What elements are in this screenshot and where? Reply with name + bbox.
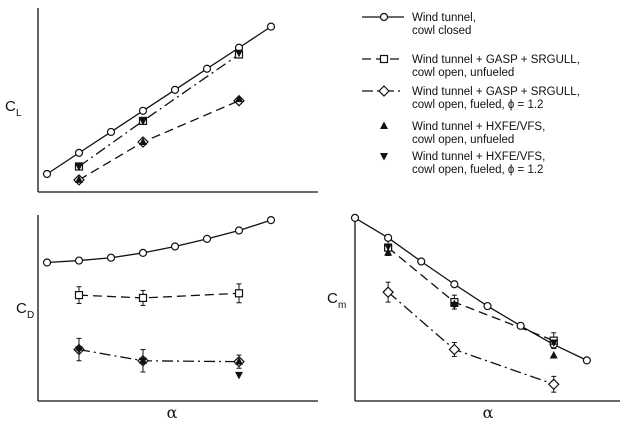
open-circle-marker bbox=[516, 321, 525, 330]
legend-label: Wind tunnel, bbox=[412, 12, 476, 24]
filled-triangle-down-marker bbox=[380, 153, 388, 161]
legend-symbol-open-circle bbox=[362, 12, 404, 22]
cd-series-line bbox=[46, 219, 272, 264]
legend-entry: Wind tunnel + HXFE/VFS, cowl open, fuele… bbox=[380, 151, 545, 176]
open-circle-marker bbox=[202, 64, 212, 73]
filled-triangle-up-marker bbox=[380, 121, 388, 129]
legend-entry: Wind tunnel, cowl closed bbox=[362, 12, 476, 37]
open-diamond-marker bbox=[382, 286, 394, 298]
filled-triangle-down-marker bbox=[139, 357, 147, 366]
panel-cd: C D α bbox=[16, 215, 318, 421]
open-circle-marker bbox=[234, 226, 244, 235]
open-circle-marker bbox=[74, 148, 84, 157]
open-diamond-marker bbox=[547, 378, 560, 391]
legend-label: Wind tunnel + GASP + SRGULL, bbox=[412, 54, 580, 66]
open-circle-marker bbox=[266, 22, 276, 31]
legend-label: Wind tunnel + HXFE/VFS, bbox=[412, 121, 545, 133]
legend-entry: Wind tunnel + GASP + SRGULL, cowl open, … bbox=[362, 54, 580, 79]
cl-series-line bbox=[46, 26, 272, 175]
cm-ylabel: C bbox=[327, 290, 338, 307]
cm-series-line bbox=[387, 291, 554, 385]
open-square-marker bbox=[379, 54, 389, 64]
open-circle-marker bbox=[350, 213, 360, 222]
open-square-marker bbox=[138, 293, 148, 303]
legend-label: cowl open, unfueled bbox=[412, 67, 514, 79]
legend-entry: Wind tunnel + GASP + SRGULL, cowl open, … bbox=[362, 85, 580, 111]
filled-triangle-up-marker bbox=[549, 351, 558, 359]
open-diamond-marker bbox=[448, 343, 461, 356]
legend-label: cowl closed bbox=[412, 25, 471, 37]
open-circle-marker bbox=[170, 242, 180, 251]
filled-triangle-down-marker bbox=[450, 301, 459, 310]
filled-triangle-down-marker bbox=[549, 339, 558, 348]
legend-symbol-filled-triangle-down bbox=[380, 153, 388, 161]
filled-triangle-up-marker bbox=[235, 357, 243, 365]
open-square-marker bbox=[234, 289, 244, 298]
filled-triangle-up-marker bbox=[75, 175, 83, 183]
legend-symbol-open-square bbox=[362, 54, 404, 64]
cl-series-line bbox=[78, 100, 240, 181]
open-square-marker bbox=[74, 290, 84, 300]
open-circle-marker bbox=[450, 280, 459, 289]
open-circle-marker bbox=[483, 301, 492, 311]
open-circle-marker bbox=[417, 257, 426, 266]
filled-triangle-down-marker bbox=[75, 163, 83, 171]
cd-ylabel-sub: D bbox=[27, 310, 34, 321]
cd-marks bbox=[42, 216, 276, 380]
cd-xlabel: α bbox=[167, 403, 178, 421]
filled-triangle-down-marker bbox=[384, 243, 393, 252]
filled-triangle-down-marker bbox=[139, 117, 147, 126]
open-circle-marker bbox=[138, 248, 148, 258]
legend-label: Wind tunnel + HXFE/VFS, bbox=[412, 151, 545, 163]
open-circle-marker bbox=[106, 253, 116, 262]
cd-ylabel: C bbox=[16, 300, 27, 317]
open-circle-marker bbox=[384, 233, 393, 242]
cd-series-line bbox=[78, 348, 240, 363]
open-circle-marker bbox=[138, 106, 148, 115]
cd-series-line bbox=[78, 292, 240, 299]
panel-cl: C L bbox=[5, 8, 318, 193]
open-circle-marker bbox=[42, 258, 52, 267]
cm-xlabel: α bbox=[483, 403, 494, 421]
cl-series-line bbox=[78, 53, 240, 168]
cm-ylabel-sub: m bbox=[338, 300, 346, 311]
open-circle-marker bbox=[379, 12, 389, 22]
open-circle-marker bbox=[74, 256, 84, 265]
legend-entry: Wind tunnel + HXFE/VFS, cowl open, unfue… bbox=[380, 121, 545, 146]
cm-marks bbox=[350, 213, 591, 393]
legend: Wind tunnel, cowl closed Wind tunnel + G… bbox=[362, 12, 580, 176]
panel-cm: C m α bbox=[327, 213, 620, 421]
legend-symbol-filled-triangle-up bbox=[380, 121, 388, 129]
filled-triangle-down-marker bbox=[75, 346, 83, 355]
filled-triangle-up-marker bbox=[384, 248, 393, 256]
cm-series-line bbox=[354, 217, 588, 361]
filled-triangle-up-marker bbox=[139, 137, 147, 145]
open-circle-marker bbox=[202, 234, 212, 243]
legend-label: cowl open, fueled, ϕ = 1.2 bbox=[412, 164, 543, 176]
open-diamond-marker bbox=[378, 85, 390, 97]
open-circle-marker bbox=[42, 169, 52, 179]
legend-label: cowl open, unfueled bbox=[412, 134, 514, 146]
legend-symbol-open-diamond bbox=[362, 85, 404, 97]
filled-triangle-up-marker bbox=[235, 94, 243, 103]
filled-triangle-down-marker bbox=[235, 371, 243, 380]
legend-label: cowl open, fueled, ϕ = 1.2 bbox=[412, 99, 543, 111]
cl-marks bbox=[42, 22, 276, 186]
cl-ylabel: C bbox=[5, 98, 16, 115]
legend-label: Wind tunnel + GASP + SRGULL, bbox=[412, 86, 580, 98]
open-circle-marker bbox=[582, 356, 591, 365]
open-circle-marker bbox=[106, 127, 116, 137]
open-circle-marker bbox=[170, 85, 180, 94]
cl-ylabel-sub: L bbox=[16, 108, 22, 119]
cm-series-line bbox=[387, 247, 554, 342]
filled-triangle-down-marker bbox=[235, 49, 243, 58]
open-circle-marker bbox=[266, 216, 276, 225]
